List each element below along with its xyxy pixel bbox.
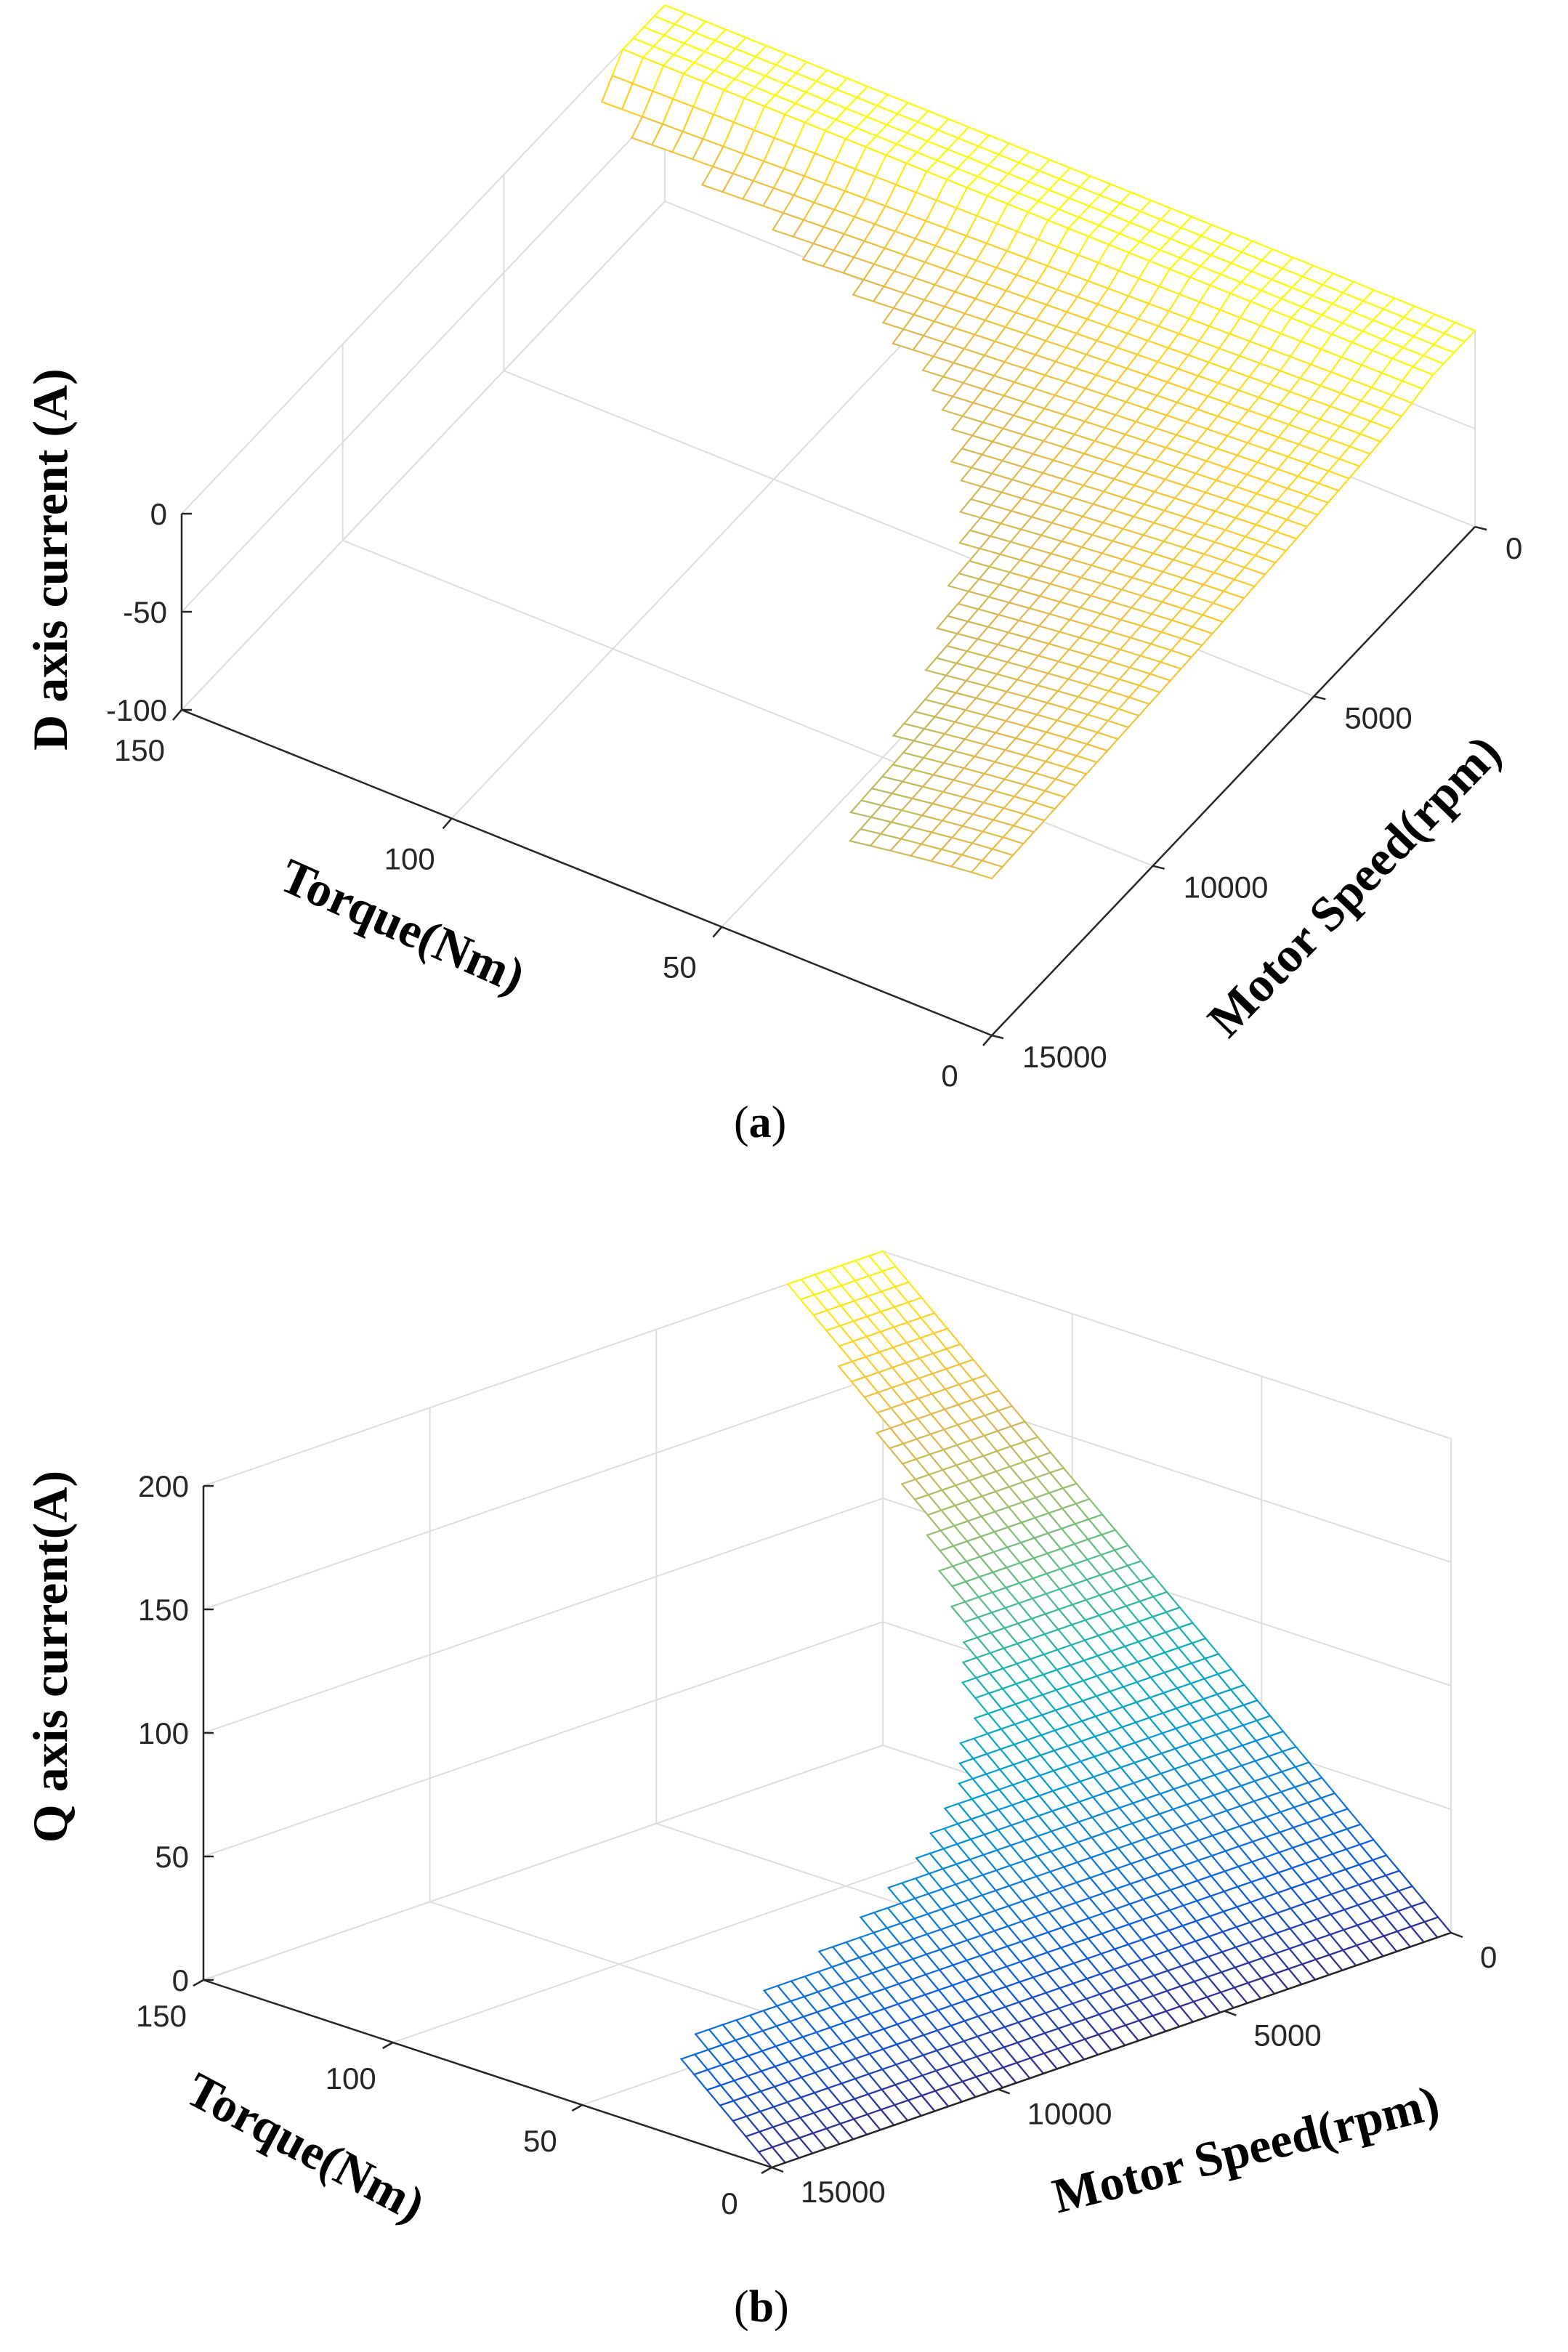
torque-tick-label: 100 bbox=[326, 2061, 376, 2096]
chart-b: 0 50 100 150 0 5000 10000 15000 0 50 100 150 200 Q ax… bbox=[0, 1177, 1568, 2352]
torque-tick bbox=[442, 817, 453, 830]
torque-axis bbox=[181, 708, 993, 1037]
torque-tick-label: 0 bbox=[721, 2186, 737, 2220]
torque-tick-label: 50 bbox=[523, 2124, 557, 2158]
current-tick-label: -100 bbox=[106, 693, 167, 727]
speed-tick bbox=[1152, 865, 1165, 870]
current-tick-label: 0 bbox=[172, 1963, 189, 1997]
current-axis-label: Q axis current(A) bbox=[23, 1471, 78, 1843]
chart-b-caption: (b) bbox=[734, 2282, 789, 2332]
torque-tick bbox=[571, 2104, 583, 2112]
torque-tick bbox=[193, 1979, 204, 1987]
current-tick-label: 50 bbox=[155, 1840, 189, 1874]
chart-a-caption: (a) bbox=[734, 1098, 787, 1147]
current-tick-label: 150 bbox=[138, 1593, 189, 1627]
current-axis-label: D axis current (A) bbox=[23, 368, 78, 751]
torque-tick-label: 150 bbox=[114, 733, 165, 767]
speed-tick-label: 5000 bbox=[1253, 2018, 1321, 2053]
speed-tick bbox=[1474, 525, 1487, 531]
speed-tick-label: 0 bbox=[1480, 1940, 1497, 1974]
speed-tick bbox=[991, 1034, 1004, 1040]
current-tick-label: 200 bbox=[138, 1469, 189, 1503]
speed-tick-label: 15000 bbox=[1022, 1040, 1107, 1074]
torque-tick-label: 50 bbox=[663, 950, 697, 985]
current-tick-label: 100 bbox=[138, 1716, 189, 1750]
current-tick-label: 0 bbox=[150, 497, 167, 531]
chart-a-plot: 0 50 100 150 0 5000 10000 15000 0 -50 -100 D axis c… bbox=[23, 4, 1522, 1093]
speed-tick bbox=[771, 2166, 784, 2173]
speed-tick-label: 5000 bbox=[1344, 700, 1412, 735]
wall-grid-horizontal bbox=[203, 1497, 1452, 1734]
speed-tick-label: 15000 bbox=[801, 2175, 886, 2209]
surface-cell bbox=[970, 860, 1004, 880]
torque-axis-label: Torque(Nm) bbox=[177, 2061, 434, 2233]
torque-tick-label: 100 bbox=[384, 841, 435, 876]
speed-tick-label: 10000 bbox=[1027, 2096, 1112, 2130]
wall-grid-horizontal bbox=[203, 1373, 1452, 1610]
torque-axis bbox=[203, 1979, 772, 2169]
current-tick-label: -50 bbox=[123, 595, 167, 629]
torque-tick bbox=[761, 2166, 772, 2175]
speed-tick bbox=[1224, 2010, 1237, 2016]
speed-tick bbox=[1314, 695, 1326, 700]
torque-tick-label: 150 bbox=[136, 1999, 187, 2033]
torque-tick-label: 0 bbox=[941, 1059, 958, 1093]
torque-tick bbox=[712, 926, 723, 938]
speed-axis bbox=[991, 526, 1476, 1036]
speed-tick-label: 0 bbox=[1506, 531, 1522, 565]
torque-tick bbox=[382, 2041, 394, 2050]
floor-grid-torque bbox=[450, 309, 936, 820]
speed-tick-label: 10000 bbox=[1184, 870, 1269, 905]
chart-a: 0 50 100 150 0 5000 10000 15000 0 -50 -100 D axis c… bbox=[23, 4, 1522, 1147]
torque-tick bbox=[982, 1035, 993, 1046]
speed-axis bbox=[771, 1931, 1452, 2169]
speed-tick bbox=[1450, 1931, 1463, 1939]
torque-tick bbox=[172, 709, 182, 721]
speed-tick bbox=[998, 2088, 1011, 2095]
